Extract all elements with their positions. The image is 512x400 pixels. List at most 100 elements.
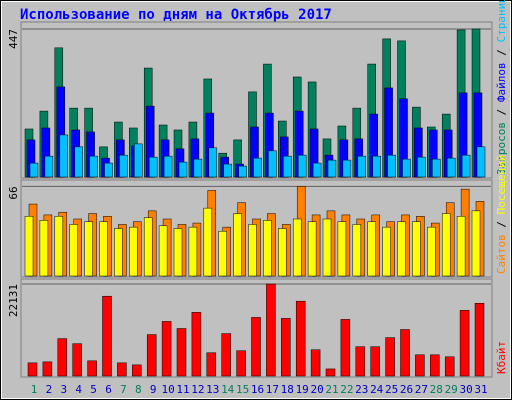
bar	[119, 154, 128, 178]
chart-title: Использование по дням на Октябрь 2017	[20, 7, 332, 23]
bar	[337, 221, 347, 277]
bar	[444, 356, 455, 377]
bar	[163, 155, 173, 178]
bar	[206, 352, 217, 377]
bar	[357, 155, 367, 178]
bar	[297, 154, 307, 178]
bar	[322, 218, 332, 277]
x-tick-label: 9	[150, 383, 157, 396]
x-tick-label: 2	[46, 383, 53, 396]
bar	[29, 162, 39, 178]
legend-entry: Файлов	[495, 62, 508, 102]
bar	[44, 155, 54, 178]
bar	[263, 220, 272, 277]
bar	[456, 216, 466, 277]
bar	[223, 163, 232, 178]
legend-entry: Сайтов	[495, 234, 508, 274]
bar	[146, 334, 157, 377]
bar	[417, 156, 426, 178]
bar	[158, 225, 168, 277]
legend-separator: /	[495, 214, 508, 234]
bar	[476, 146, 486, 178]
bar	[474, 303, 485, 377]
bar	[355, 346, 366, 377]
bar	[42, 361, 53, 377]
x-tick-label: 31	[474, 383, 487, 396]
legend-separator: /	[495, 43, 508, 63]
bar	[173, 228, 183, 277]
bar	[370, 346, 380, 377]
bar	[27, 362, 38, 377]
bar	[161, 321, 172, 377]
bar	[307, 221, 317, 277]
bar	[367, 221, 376, 277]
bar	[57, 338, 68, 377]
x-tick-label: 21	[325, 383, 338, 396]
x-tick-label: 15	[236, 383, 249, 396]
x-tick-label: 30	[459, 383, 472, 396]
x-tick-label: 25	[385, 383, 398, 396]
bar	[89, 155, 98, 178]
legend: Сайтов / Посещений	[495, 155, 508, 274]
legend-entry: Кбайт	[495, 341, 508, 374]
bar	[102, 295, 112, 377]
x-tick-label: 29	[445, 383, 458, 396]
bar	[69, 224, 78, 277]
bar	[402, 158, 411, 178]
bar	[427, 226, 436, 277]
bar	[446, 157, 456, 178]
bar	[221, 333, 231, 377]
bar	[208, 147, 218, 178]
bar	[281, 318, 291, 377]
bar	[459, 310, 470, 377]
bar	[461, 154, 471, 178]
bar	[117, 362, 127, 377]
bar	[278, 228, 287, 277]
bar	[342, 159, 352, 178]
x-tick-label: 3	[60, 383, 67, 396]
y-tick-label: 22131	[7, 284, 20, 317]
bar	[340, 319, 351, 377]
bar	[84, 221, 93, 277]
bar	[72, 343, 82, 377]
bar	[143, 217, 153, 277]
x-tick-label: 16	[251, 383, 264, 396]
bar	[132, 364, 142, 377]
legend: Запросов / Файлов / Страниц	[495, 0, 508, 175]
bar	[238, 165, 247, 178]
bar	[292, 218, 302, 277]
bar	[236, 350, 246, 377]
bar	[412, 221, 421, 277]
legend-entry: Страниц	[495, 0, 508, 43]
legend-separator: /	[495, 102, 508, 122]
x-tick-label: 12	[191, 383, 204, 396]
bar	[251, 317, 261, 377]
bar	[74, 146, 83, 178]
x-tick-label: 14	[221, 383, 235, 396]
bar	[99, 221, 108, 277]
bar	[129, 226, 138, 277]
bar	[327, 159, 337, 178]
x-tick-label: 22	[340, 383, 353, 396]
bar	[312, 162, 322, 178]
bar	[432, 158, 441, 178]
x-tick-label: 23	[355, 383, 368, 396]
bar	[233, 213, 242, 277]
x-tick-label: 19	[296, 383, 309, 396]
x-tick-label: 7	[120, 383, 127, 396]
bar	[382, 226, 391, 277]
bar	[248, 224, 257, 277]
bar	[148, 156, 158, 178]
legend-entry: Посещений	[495, 155, 508, 215]
bar	[178, 161, 188, 178]
bar	[193, 158, 203, 178]
x-tick-label: 10	[161, 383, 174, 396]
bar	[400, 329, 410, 377]
bar	[471, 210, 481, 277]
x-tick-label: 8	[135, 383, 142, 396]
bar	[397, 221, 406, 277]
bar	[114, 228, 123, 277]
bar	[188, 226, 198, 277]
